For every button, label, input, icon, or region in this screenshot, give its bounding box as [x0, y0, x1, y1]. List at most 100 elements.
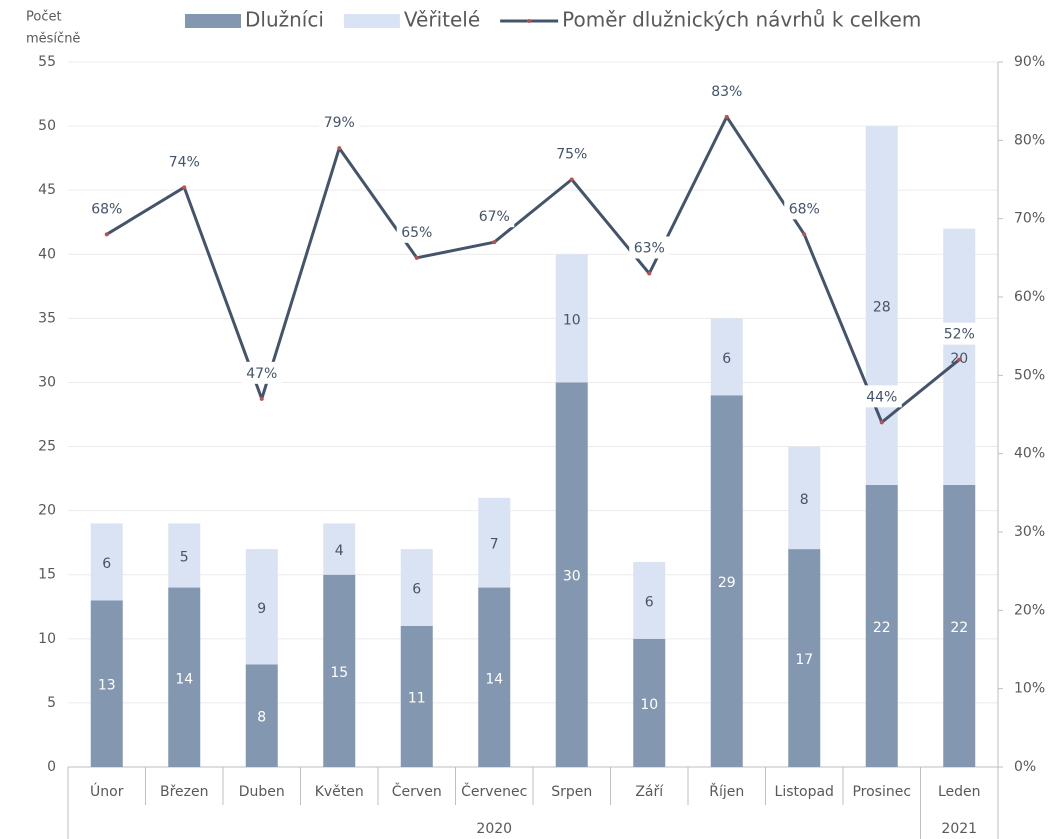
line-label: 47% [246, 366, 277, 382]
bar [943, 485, 976, 767]
y2-tick-label: 50% [1014, 367, 1045, 383]
line-label: 74% [169, 154, 200, 170]
y2-tick-label: 20% [1014, 602, 1045, 618]
legend-marker [527, 19, 532, 23]
bar [788, 446, 821, 550]
bar-label: 10 [640, 697, 658, 713]
x-tick-label: Prosinec [852, 784, 911, 800]
bar-label: 8 [257, 710, 266, 726]
line-marker [337, 146, 342, 151]
line-marker [957, 357, 962, 362]
line-marker [879, 420, 884, 425]
bar [323, 523, 356, 575]
bar [168, 523, 201, 588]
bar-label: 9 [257, 601, 266, 617]
bar-label: 29 [718, 575, 736, 591]
line-label: 52% [944, 327, 975, 343]
y-tick-label: 10 [38, 631, 56, 647]
data-label-bg [939, 322, 980, 345]
line-marker [724, 114, 729, 119]
data-label-bg [86, 197, 127, 220]
bar [788, 549, 821, 767]
y2-tick-label: 70% [1014, 211, 1045, 227]
y-tick-label: 25 [38, 439, 56, 455]
x-tick-label: Červenec [461, 782, 527, 800]
data-label-bg [164, 150, 205, 173]
x-tick-label: Srpen [551, 784, 592, 800]
legend-label: Věřitelé [404, 8, 480, 32]
bar-label: 4 [335, 543, 344, 559]
bar-label: 6 [412, 582, 421, 598]
line-marker [647, 271, 652, 276]
line-label: 63% [634, 241, 665, 257]
legend-swatch [185, 14, 241, 28]
group-label: 2020 [476, 821, 512, 837]
bar [865, 485, 898, 767]
data-label-bg [551, 142, 592, 165]
bar-label: 22 [950, 620, 968, 636]
bar [478, 587, 511, 767]
x-tick-label: Únor [90, 782, 124, 800]
x-tick-label: Září [635, 784, 664, 800]
bar-label: 22 [873, 620, 891, 636]
data-label-bg [629, 236, 670, 259]
legend-label: Dlužníci [245, 8, 324, 32]
y-tick-label: 0 [47, 759, 56, 775]
bar-label: 10 [563, 312, 581, 328]
bar [633, 561, 666, 639]
data-label-bg [474, 205, 515, 228]
data-label-bg [396, 220, 437, 243]
line-marker [802, 232, 807, 237]
line-marker [414, 255, 419, 260]
bar [323, 574, 356, 767]
y2-tick-label: 30% [1014, 524, 1045, 540]
line-label: 79% [324, 115, 355, 131]
bar-label: 30 [563, 569, 581, 585]
y-tick-label: 40 [38, 246, 56, 262]
line-marker [259, 396, 264, 401]
y-tick-label: 45 [38, 182, 56, 198]
data-label-bg [241, 361, 282, 384]
line-label: 65% [401, 225, 432, 241]
bar [245, 549, 278, 665]
bar [710, 395, 743, 767]
bar-label: 6 [722, 351, 731, 367]
bar-label: 6 [102, 556, 111, 572]
y-tick-label: 20 [38, 503, 56, 519]
data-label-bg [861, 385, 902, 408]
line-marker [182, 185, 187, 190]
bar-label: 15 [330, 665, 348, 681]
x-tick-label: Květen [315, 784, 364, 800]
line-label: 44% [866, 389, 897, 405]
bar-label: 6 [645, 594, 654, 610]
bar-label: 17 [795, 652, 813, 668]
line-label: 67% [479, 209, 510, 225]
y-tick-label: 5 [47, 695, 56, 711]
line-label: 75% [556, 147, 587, 163]
y-tick-label: 15 [38, 567, 56, 583]
legend-swatch [343, 14, 400, 28]
data-label-bg [319, 111, 360, 134]
line [105, 115, 961, 424]
x-tick-label: Březen [160, 784, 209, 800]
bar [400, 626, 433, 767]
bar [555, 254, 588, 383]
bar-label: 13 [98, 678, 116, 694]
bar [168, 587, 201, 767]
x-tick-label: Listopad [775, 784, 834, 800]
y-axis-label: měsíčně [26, 32, 80, 47]
y-tick-label: 30 [38, 374, 56, 390]
bar [710, 318, 743, 396]
bar [400, 549, 433, 626]
bar-label: 7 [490, 537, 499, 553]
y2-tick-label: 0% [1014, 759, 1036, 775]
y-axis-label: Počet [26, 10, 62, 25]
bar-label: 8 [800, 492, 809, 508]
y2-tick-label: 80% [1014, 132, 1045, 148]
x-tick-label: Červen [392, 782, 442, 800]
y2-tick-label: 10% [1014, 681, 1045, 697]
bar [90, 523, 123, 601]
line-marker [492, 240, 497, 245]
line-label: 68% [789, 201, 820, 217]
